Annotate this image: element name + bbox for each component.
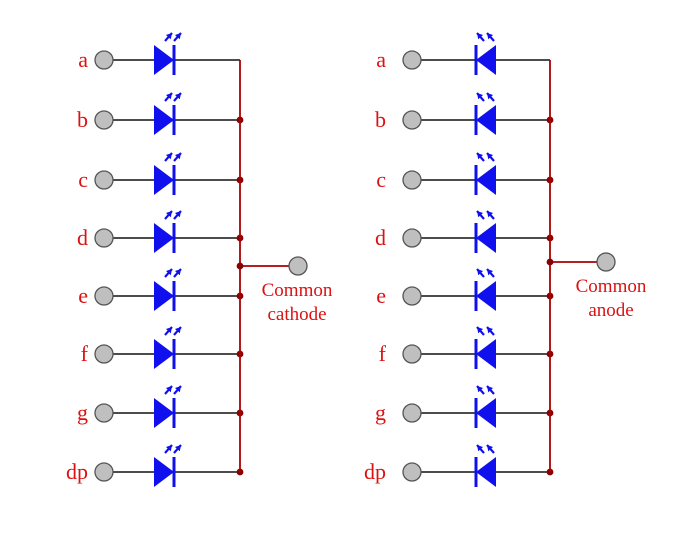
segment-row-a: a (376, 32, 550, 75)
segment-terminal (94, 50, 114, 70)
segment-terminal (94, 462, 114, 482)
led-diode-icon (154, 326, 182, 369)
segment-row-g: g (77, 385, 244, 428)
common-caption-line2: anode (588, 300, 633, 321)
led-diode-icon (154, 92, 182, 135)
segment-label: b (375, 107, 386, 132)
led-diode-icon (474, 92, 496, 135)
segment-label: c (78, 167, 88, 192)
segment-terminal (402, 462, 422, 482)
segment-row-b: b (77, 92, 244, 135)
segment-row-g: g (375, 385, 554, 428)
led-diode-icon (474, 444, 496, 487)
segment-row-c: c (78, 152, 244, 195)
led-diode-icon (154, 210, 182, 253)
segment-row-a: a (78, 32, 240, 75)
segment-row-d: d (375, 210, 554, 253)
segment-terminal (94, 170, 114, 190)
led-diode-icon (474, 326, 496, 369)
junction-dot (546, 258, 554, 266)
segment-row-f: f (81, 326, 244, 369)
led-diode-icon (154, 268, 182, 311)
segment-row-e: e (376, 268, 554, 311)
segment-label: d (375, 225, 386, 250)
segment-terminal (94, 403, 114, 423)
segment-terminal (94, 344, 114, 364)
junction-dot (236, 262, 244, 270)
segment-row-c: c (376, 152, 554, 195)
common-anode-diagram: a b c d e f g dp Common anode (364, 32, 647, 487)
common-terminal (288, 256, 308, 276)
led-diode-icon (154, 444, 182, 487)
segment-row-dp: dp (66, 444, 244, 487)
segment-label: f (81, 341, 89, 366)
segment-label: dp (364, 459, 386, 484)
segment-label: c (376, 167, 386, 192)
segment-terminal (402, 110, 422, 130)
segment-label: a (376, 47, 386, 72)
segment-row-dp: dp (364, 444, 554, 487)
segment-label: e (376, 283, 386, 308)
led-diode-icon (154, 32, 182, 75)
segment-terminal (94, 286, 114, 306)
common-caption-line1: Common (262, 280, 333, 301)
common-caption-line2: cathode (267, 304, 326, 325)
segment-terminal (402, 344, 422, 364)
led-diode-icon (154, 385, 182, 428)
led-diode-icon (154, 152, 182, 195)
common-caption-line1: Common (576, 276, 647, 297)
segment-terminal (94, 228, 114, 248)
led-diode-icon (474, 385, 496, 428)
segment-terminal (402, 170, 422, 190)
segment-terminal (94, 110, 114, 130)
segment-terminal (402, 403, 422, 423)
segment-row-d: d (77, 210, 244, 253)
segment-terminal (402, 286, 422, 306)
common-cathode-diagram: a b c d e f g dp Common cathode (66, 32, 333, 487)
segment-label: f (379, 341, 387, 366)
segment-label: g (77, 400, 88, 425)
led-diode-icon (474, 32, 496, 75)
segment-row-e: e (78, 268, 244, 311)
segment-row-f: f (379, 326, 554, 369)
led-diode-icon (474, 268, 496, 311)
led-diode-icon (474, 210, 496, 253)
segment-terminal (402, 50, 422, 70)
segment-label: d (77, 225, 88, 250)
segment-label: dp (66, 459, 88, 484)
segment-label: e (78, 283, 88, 308)
led-diode-icon (474, 152, 496, 195)
segment-terminal (402, 228, 422, 248)
segment-label: a (78, 47, 88, 72)
segment-label: g (375, 400, 386, 425)
segment-row-b: b (375, 92, 554, 135)
segment-label: b (77, 107, 88, 132)
common-terminal (596, 252, 616, 272)
